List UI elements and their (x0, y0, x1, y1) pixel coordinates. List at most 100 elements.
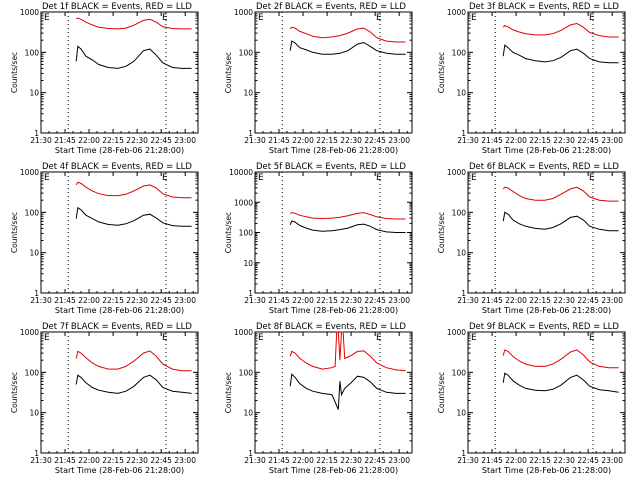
x-tick-label: 23:00 (601, 296, 623, 305)
series-lld (76, 17, 192, 30)
series-lld (502, 349, 619, 369)
x-tick-label: 21:30 (244, 296, 266, 305)
panel-title: Det 6f BLACK = Events, RED = LLD (469, 162, 619, 172)
plot-frame (40, 171, 199, 294)
x-tick-label: 22:45 (150, 296, 172, 305)
x-tick-label: 22:00 (505, 456, 527, 465)
x-tick-label: 22:15 (529, 136, 551, 145)
x-tick-label: 21:30 (30, 456, 52, 465)
det-panel-8: Det 8f BLACK = Events, RED = LLD 21:30 21:… (224, 322, 413, 475)
y-tick-label: 100 (239, 229, 254, 238)
panel-title: Det 8f BLACK = Events, RED = LLD (256, 322, 406, 332)
y-axis-label: Counts/sec (437, 212, 446, 253)
x-tick-label: 21:45 (54, 456, 76, 465)
event-marker-left: E (471, 173, 477, 183)
x-tick-label: 21:45 (481, 456, 503, 465)
event-marker-left: E (258, 333, 264, 343)
x-axis-label: Start Time (28-Feb-06 21:28:00) (269, 306, 398, 315)
det-panel-5: Det 5f BLACK = Events, RED = LLD 21:30 21:… (224, 162, 413, 315)
y-tick-label: 100 (239, 48, 254, 57)
event-marker-left: E (258, 173, 264, 183)
plot-frame (254, 11, 413, 134)
event-marker-left: E (471, 333, 477, 343)
y-tick-label: 10 (456, 89, 466, 98)
series-lld (75, 181, 192, 199)
x-tick-label: 23:00 (388, 136, 410, 145)
y-axis-label: Counts/sec (10, 212, 19, 253)
x-tick-label: 22:15 (102, 136, 124, 145)
series-lld (502, 22, 619, 38)
series-events (502, 372, 619, 393)
x-tick-label: 22:30 (126, 456, 148, 465)
panel-title: Det 3f BLACK = Events, RED = LLD (469, 2, 619, 12)
y-tick-label: 10000 (229, 168, 253, 177)
y-tick-label: 10 (456, 249, 466, 258)
x-tick-label: 23:00 (174, 296, 196, 305)
x-tick-label: 22:15 (529, 456, 551, 465)
y-tick-label: 1000 (234, 8, 253, 17)
x-tick-label: 21:45 (268, 296, 290, 305)
x-tick-label: 22:00 (292, 456, 314, 465)
x-tick-label: 22:00 (78, 136, 100, 145)
x-tick-label: 22:00 (292, 136, 314, 145)
series-lld (289, 26, 406, 43)
x-tick-label: 21:30 (30, 296, 52, 305)
series-events (75, 206, 192, 227)
x-axis-label: Start Time (28-Feb-06 21:28:00) (482, 146, 611, 155)
event-marker-right: E (376, 173, 382, 183)
x-tick-label: 21:45 (481, 136, 503, 145)
y-tick-label: 1 (34, 129, 39, 138)
panel-title: Det 9f BLACK = Events, RED = LLD (469, 322, 619, 332)
y-tick-label: 1 (461, 449, 466, 458)
y-tick-label: 1000 (20, 328, 39, 337)
x-tick-label: 21:30 (244, 456, 266, 465)
det-panel-9: Det 9f BLACK = Events, RED = LLD 21:30 21:… (437, 322, 626, 475)
event-marker-right: E (376, 333, 382, 343)
x-tick-label: 22:15 (316, 136, 338, 145)
x-tick-label: 23:00 (388, 296, 410, 305)
plot-frame (254, 331, 413, 454)
x-tick-label: 22:30 (553, 136, 575, 145)
y-tick-label: 100 (452, 368, 467, 377)
x-axis-label: Start Time (28-Feb-06 21:28:00) (55, 306, 184, 315)
x-tick-label: 23:00 (388, 456, 410, 465)
y-tick-label: 1000 (20, 168, 39, 177)
y-tick-label: 1 (34, 289, 39, 298)
series-events (502, 44, 619, 64)
y-tick-label: 1 (461, 129, 466, 138)
x-tick-label: 21:30 (457, 136, 479, 145)
x-tick-label: 22:45 (577, 456, 599, 465)
plot-frame (40, 331, 199, 454)
y-tick-label: 100 (452, 48, 467, 57)
series-lld (289, 211, 406, 220)
plot-frame (467, 171, 626, 294)
y-tick-label: 10 (243, 409, 253, 418)
x-tick-label: 22:15 (529, 296, 551, 305)
series-events (502, 211, 619, 232)
series-lld (502, 186, 619, 202)
event-marker-left: E (471, 13, 477, 23)
y-axis-label: Counts/sec (10, 372, 19, 413)
series-lld (289, 331, 406, 372)
y-tick-label: 1 (248, 449, 253, 458)
panel-title: Det 1f BLACK = Events, RED = LLD (42, 2, 192, 12)
x-tick-label: 21:30 (457, 296, 479, 305)
x-tick-label: 22:45 (150, 456, 172, 465)
x-tick-label: 22:15 (102, 456, 124, 465)
det-panel-2: Det 2f BLACK = Events, RED = LLD 21:30 21:… (224, 2, 413, 155)
event-marker-left: E (44, 173, 50, 183)
panel-title: Det 2f BLACK = Events, RED = LLD (256, 2, 406, 12)
x-tick-label: 23:00 (601, 136, 623, 145)
x-axis-label: Start Time (28-Feb-06 21:28:00) (55, 146, 184, 155)
series-lld (75, 350, 192, 372)
x-tick-label: 21:45 (481, 296, 503, 305)
x-tick-label: 22:45 (577, 296, 599, 305)
x-axis-label: Start Time (28-Feb-06 21:28:00) (482, 306, 611, 315)
y-tick-label: 10 (456, 409, 466, 418)
plot-frame (467, 331, 626, 454)
x-tick-label: 22:00 (78, 456, 100, 465)
x-tick-label: 23:00 (601, 456, 623, 465)
y-tick-label: 1000 (447, 8, 466, 17)
event-marker-right: E (589, 173, 595, 183)
